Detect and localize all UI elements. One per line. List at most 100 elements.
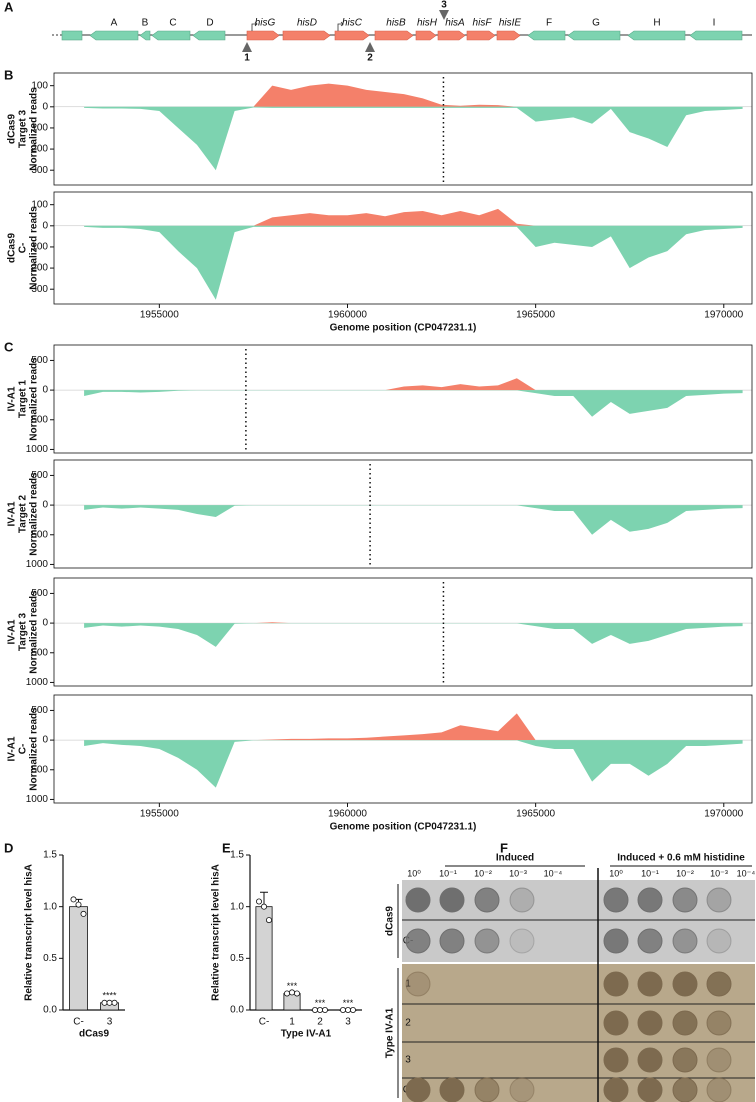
x-tick-label: 1 [289, 1017, 295, 1028]
target-label: 3 [441, 0, 447, 11]
colony-spot [603, 1047, 629, 1073]
colony-spot [637, 1010, 663, 1036]
colony-spot [603, 887, 629, 913]
track-label: Normalized reads [29, 87, 40, 171]
track-label: IV-A1 [7, 619, 18, 644]
coverage-area [84, 713, 743, 741]
colony-spot [637, 1047, 663, 1073]
gene-label: I [713, 18, 716, 29]
colony-spot [439, 1077, 465, 1102]
colony-spot [509, 928, 535, 954]
y-tick-label: 500 [31, 588, 48, 599]
y-tick-label: 500 [31, 414, 48, 425]
coverage-area [84, 505, 743, 535]
colony-spot [603, 1010, 629, 1036]
dilution-label: 10⁰ [609, 868, 623, 878]
replicate-point [339, 1007, 346, 1014]
colony-spot [706, 1047, 732, 1073]
y-tick-label: 1000 [26, 559, 49, 570]
colony-spot [405, 971, 431, 997]
significance: *** [315, 998, 326, 1008]
y-tick-label: 1000 [26, 677, 49, 688]
replicate-point [260, 903, 267, 910]
track-label: Normalized reads [29, 357, 40, 441]
replicate-point [255, 898, 262, 905]
y-tick-label: 0 [42, 735, 48, 746]
y-axis-title: Relative transcript level hisA [211, 864, 222, 1001]
row-label: 2 [405, 1018, 411, 1029]
significance: *** [287, 981, 298, 991]
y-tick-label: 1.0 [43, 901, 57, 912]
replicate-point [80, 910, 87, 917]
colony-spot [474, 1077, 500, 1102]
track-label: Target 3 [18, 109, 29, 148]
colony-spot [672, 928, 698, 954]
colony-spot [672, 1077, 698, 1102]
track-label: Normalized reads [29, 206, 40, 290]
replicate-point [75, 901, 82, 908]
dilution-label: 10⁻⁴ [737, 868, 756, 878]
gene [567, 30, 621, 41]
colony-spot [603, 1077, 629, 1102]
y-tick-label: 100 [31, 123, 48, 134]
y-tick-label: 0 [42, 385, 48, 396]
dilution-label: 10⁻³ [509, 868, 527, 878]
y-tick-label: 0 [42, 220, 48, 231]
x-tick-label: 1970000 [704, 310, 743, 321]
track-frame [53, 344, 753, 454]
colony-spot [706, 928, 732, 954]
target-marker [439, 10, 449, 20]
y-tick-label: 1.5 [230, 850, 244, 861]
colony-spot [405, 887, 431, 913]
replicate-point [311, 1007, 318, 1014]
colony-spot [509, 1077, 535, 1102]
condition-label: Induced + 0.6 mM histidine [617, 853, 745, 864]
group-label: dCas9 [385, 906, 396, 936]
track-label: dCas9 [7, 233, 18, 263]
replicate-point [293, 990, 300, 997]
x-tick-label: 1955000 [140, 809, 179, 820]
gene-label: hisB [386, 18, 406, 29]
significance: *** [343, 998, 354, 1008]
gene-label: G [592, 18, 600, 29]
gene [527, 30, 566, 41]
x-tick-label: 1955000 [140, 310, 179, 321]
y-tick-label: 500 [31, 355, 48, 366]
track-frame [53, 72, 753, 186]
x-axis-title: dCas9 [79, 1029, 109, 1040]
colony-spot [509, 887, 535, 913]
colony-spot [672, 1010, 698, 1036]
replicate-point [70, 896, 77, 903]
y-tick-label: 0.5 [230, 953, 244, 964]
panel-label: E [222, 840, 231, 855]
panel-label: B [4, 67, 13, 82]
x-axis-title: Genome position (CP047231.1) [330, 323, 477, 334]
gene [334, 30, 370, 41]
target-marker [242, 42, 252, 52]
x-tick-label: 1970000 [704, 809, 743, 820]
track-label: IV-A1 [7, 386, 18, 411]
coverage-area [84, 390, 743, 417]
colony-spot [603, 928, 629, 954]
x-tick-label: 1965000 [516, 809, 555, 820]
gene [437, 30, 466, 41]
target-label: 2 [367, 53, 373, 64]
colony-spot [603, 971, 629, 997]
track-label: IV-A1 [7, 736, 18, 761]
colony-spot [439, 887, 465, 913]
y-tick-label: 500 [31, 764, 48, 775]
track-frame [53, 191, 753, 305]
x-tick-label: 1960000 [328, 310, 367, 321]
x-tick-label: 3 [107, 1017, 113, 1028]
x-tick-label: 1965000 [516, 310, 555, 321]
y-tick-label: 0 [42, 500, 48, 511]
track-label: Normalized reads [29, 472, 40, 556]
dilution-label: 10⁻² [474, 868, 492, 878]
y-tick-label: 100 [31, 80, 48, 91]
gene [689, 30, 743, 41]
dilution-label: 10⁻⁴ [544, 868, 563, 878]
gene [246, 30, 280, 41]
y-tick-label: 500 [31, 705, 48, 716]
gene-label: hisH [417, 18, 438, 29]
replicate-point [349, 1007, 356, 1014]
